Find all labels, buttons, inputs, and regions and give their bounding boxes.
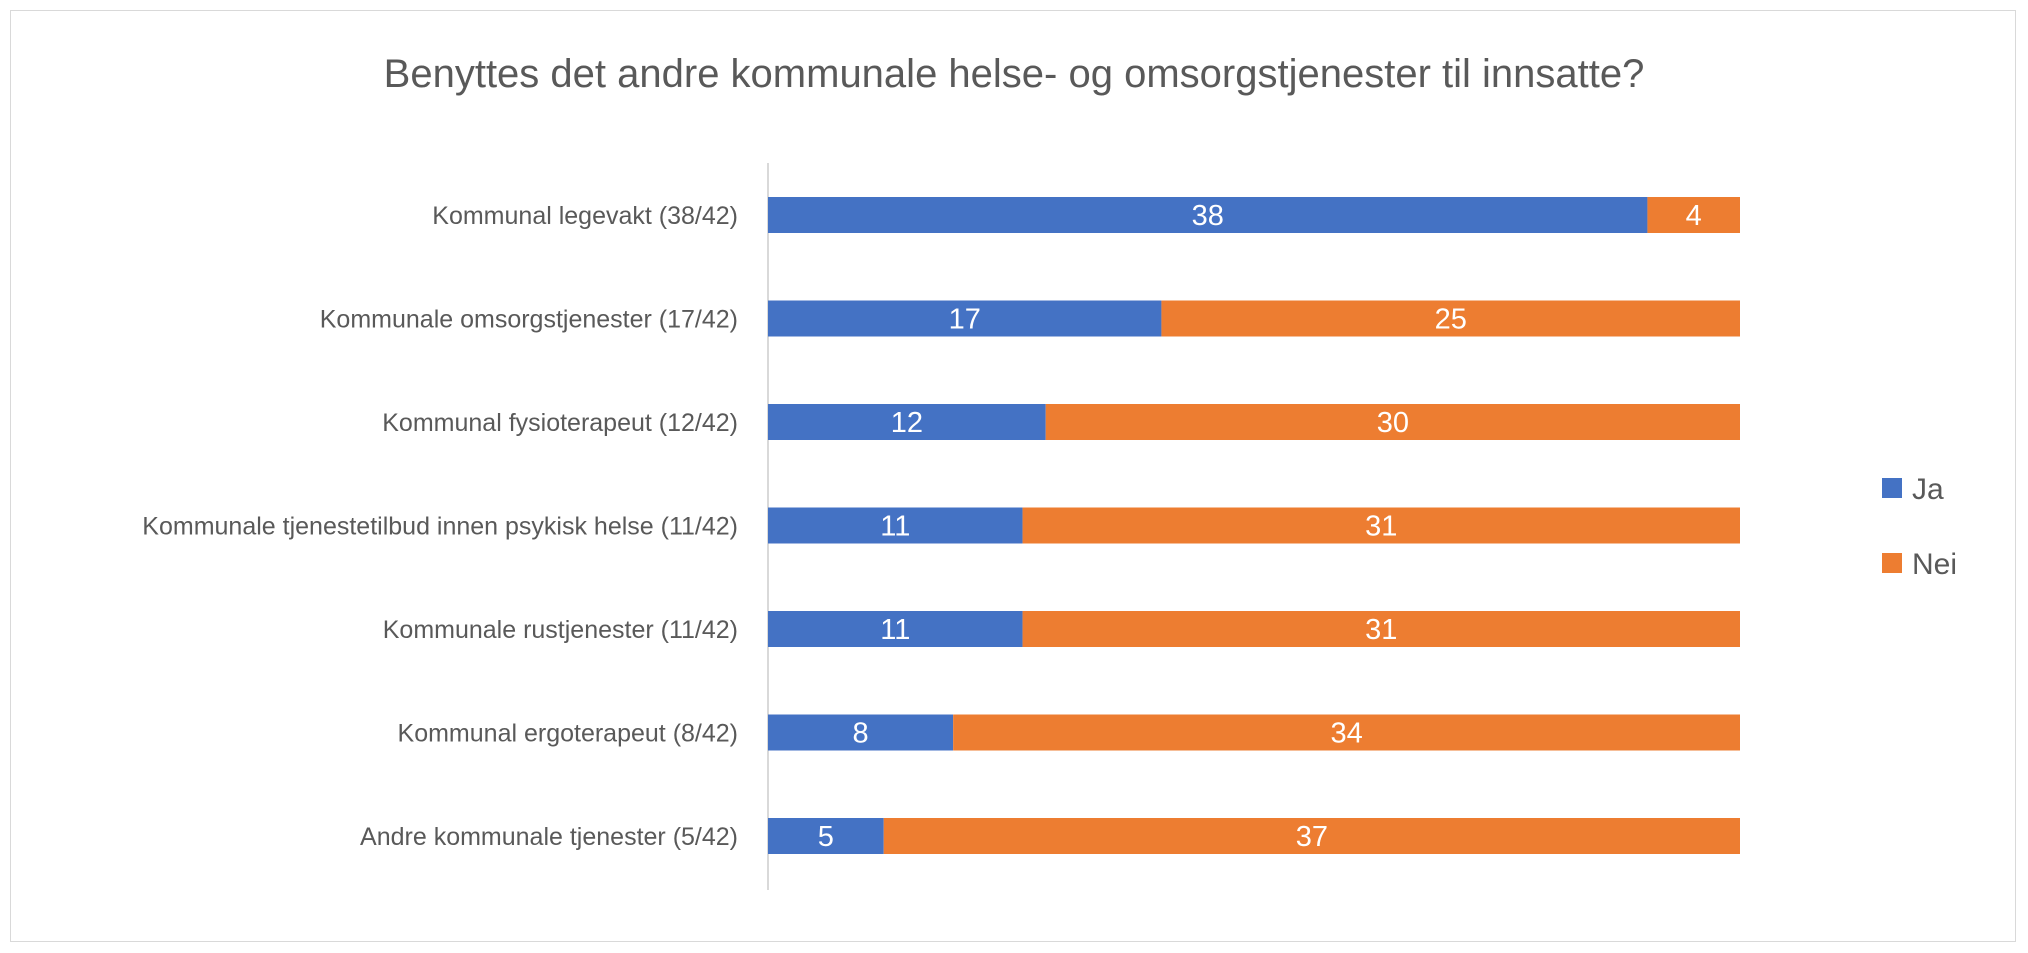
legend-swatch-nei bbox=[1882, 553, 1902, 573]
bar-nei bbox=[1022, 507, 1740, 544]
category-label: Kommunal ergoterapeut (8/42) bbox=[398, 720, 738, 748]
data-label: 34 bbox=[1330, 718, 1362, 750]
bar-ja bbox=[768, 404, 1046, 440]
data-label: 11 bbox=[880, 614, 910, 646]
legend-swatch-ja bbox=[1882, 478, 1902, 498]
data-label: 5 bbox=[818, 821, 834, 853]
bar-nei bbox=[1161, 300, 1740, 337]
category-label: Kommunal fysioterapeut (12/42) bbox=[382, 409, 738, 437]
bar-nei bbox=[1647, 197, 1740, 233]
category-label: Kommunale tjenestetilbud innen psykisk h… bbox=[142, 513, 738, 541]
category-label: Kommunal legevakt (38/42) bbox=[432, 202, 738, 230]
data-label: 38 bbox=[1192, 200, 1224, 232]
data-label: 4 bbox=[1686, 200, 1702, 232]
data-label: 30 bbox=[1377, 407, 1409, 439]
category-label: Kommunale omsorgstjenester (17/42) bbox=[320, 306, 738, 334]
bar-ja bbox=[768, 611, 1023, 647]
bar-ja bbox=[768, 507, 1023, 544]
bar-nei bbox=[953, 714, 1740, 751]
data-label: 8 bbox=[853, 718, 869, 750]
data-label: 31 bbox=[1365, 614, 1397, 646]
bar-ja bbox=[768, 300, 1162, 337]
chart-frame bbox=[10, 10, 2016, 942]
legend-label-nei: Nei bbox=[1912, 548, 1957, 581]
data-label: 31 bbox=[1365, 511, 1397, 543]
bar-ja bbox=[768, 714, 954, 751]
data-label: 12 bbox=[891, 407, 923, 439]
data-label: 37 bbox=[1296, 821, 1328, 853]
bar-ja bbox=[768, 197, 1648, 233]
bar-nei bbox=[883, 818, 1740, 854]
category-label: Kommunale rustjenester (11/42) bbox=[383, 616, 738, 644]
category-label: Andre kommunale tjenester (5/42) bbox=[360, 823, 738, 851]
bar-ja bbox=[768, 818, 884, 854]
bar-nei bbox=[1045, 404, 1740, 440]
data-label: 17 bbox=[949, 304, 981, 336]
chart-title: Benyttes det andre kommunale helse- og o… bbox=[383, 52, 1645, 96]
bar-nei bbox=[1022, 611, 1740, 647]
data-label: 11 bbox=[880, 511, 910, 543]
data-label: 25 bbox=[1435, 304, 1467, 336]
legend-label-ja: Ja bbox=[1912, 473, 1944, 506]
